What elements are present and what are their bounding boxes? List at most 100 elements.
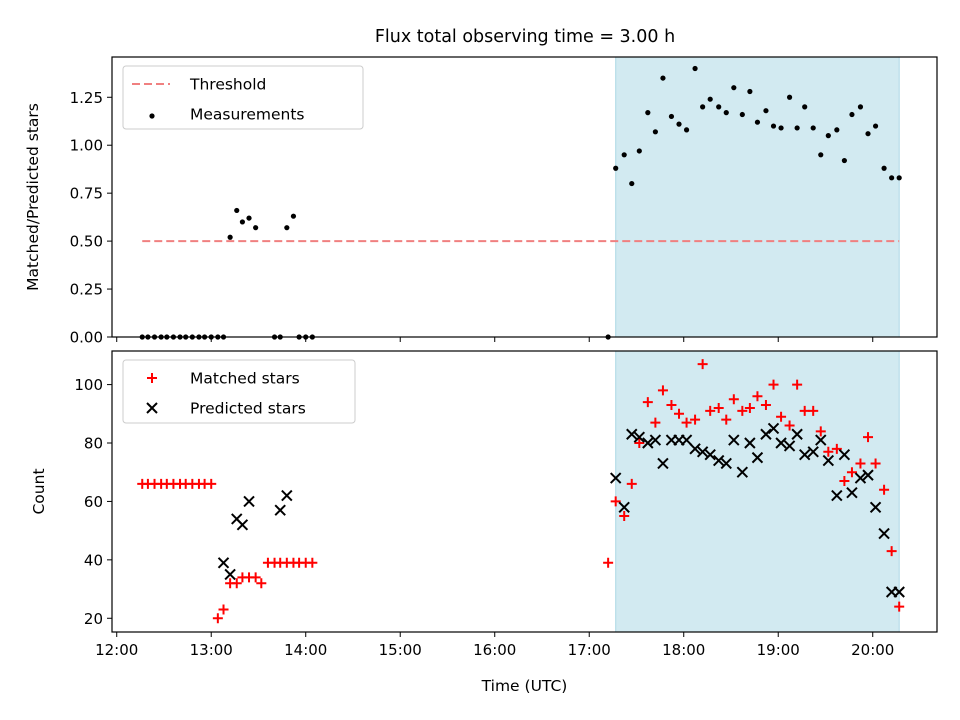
predicted-point: [720, 457, 732, 470]
measurement-point: [700, 104, 706, 110]
y-axis-label: Count: [30, 468, 48, 514]
matched-point: [886, 546, 897, 557]
measurement-point: [818, 152, 824, 158]
measurement-point: [825, 133, 831, 139]
x-tick-label: 13:00: [190, 641, 233, 659]
measurement-point: [234, 207, 240, 214]
predicted-point: [854, 472, 867, 484]
y-tick-label: 100: [74, 376, 103, 394]
predicted-point: [862, 469, 874, 481]
predicted-point: [838, 448, 851, 461]
measurement-point: [246, 215, 252, 221]
x-tick-label: 17:00: [568, 641, 611, 659]
legend-box: [122, 359, 356, 424]
measurement-point: [841, 157, 847, 164]
measurement-point: [802, 104, 808, 110]
measurement-point: [778, 125, 784, 131]
measurement-point: [683, 127, 690, 133]
measurement-point: [747, 88, 753, 95]
matched-point: [603, 557, 614, 568]
measurement-point: [739, 111, 745, 118]
measurement-point: [794, 125, 800, 131]
predicted-point: [224, 568, 236, 581]
predicted-point: [807, 446, 819, 458]
predicted-point: [846, 486, 858, 499]
measurement-point: [707, 96, 713, 102]
legend-label: Predicted stars: [190, 400, 306, 418]
legend-label: Measurements: [190, 106, 305, 124]
matched-point: [218, 604, 229, 615]
measurement-point: [613, 165, 619, 171]
matched-point: [831, 443, 842, 454]
measurement-point: [629, 180, 635, 187]
y-tick-label: 1.25: [70, 89, 103, 107]
predicted-point: [744, 437, 756, 449]
predicted-point: [751, 451, 764, 464]
matched-point: [307, 557, 318, 568]
x-tick-label: 19:00: [757, 641, 800, 659]
x-tick-label: 20:00: [851, 641, 894, 659]
shaded-span: [615, 56, 900, 338]
predicted-point: [869, 501, 882, 513]
x-tick-label: 15:00: [379, 641, 422, 659]
predicted-point: [791, 428, 803, 440]
predicted-point: [822, 454, 835, 467]
matched-point: [650, 417, 661, 428]
y-tick-label: 1.00: [70, 137, 103, 155]
measurement-point: [770, 123, 777, 129]
measurement-point: [872, 123, 879, 129]
predicted-point: [767, 422, 780, 435]
legend-matched-swatch: [147, 373, 157, 383]
matched-point: [610, 496, 621, 507]
matched-point: [231, 578, 242, 589]
matched-point: [863, 432, 874, 443]
legend: Threshold Measurements: [122, 65, 364, 130]
matched-point: [626, 478, 637, 489]
predicted-point: [236, 519, 249, 531]
legend-box: [122, 65, 364, 130]
matched-point: [808, 405, 819, 416]
measurement-point: [865, 131, 871, 137]
predicted-point: [728, 434, 740, 446]
matched-point: [674, 408, 685, 419]
matched-point: [206, 478, 217, 489]
measurement-point: [810, 125, 816, 131]
y-axis-label: Matched/Predicted stars: [24, 103, 42, 291]
y-tick-label: 0.50: [70, 233, 103, 251]
matched-point: [619, 511, 630, 522]
axes-frame: [111, 56, 938, 338]
matched-point: [894, 601, 905, 612]
y-tick-label: 0.25: [70, 281, 103, 299]
matched-stars-series: [137, 359, 905, 624]
measurement-point: [290, 213, 297, 219]
x-axis-label: Time (UTC): [481, 677, 568, 695]
matched-point: [728, 394, 739, 405]
matched-point: [681, 417, 692, 428]
measurement-point: [849, 111, 855, 118]
y-tick-label: 80: [84, 435, 103, 453]
matched-point: [642, 397, 653, 408]
matched-point: [799, 405, 810, 416]
matched-point: [855, 458, 866, 469]
measurement-point: [716, 104, 722, 110]
measurement-point: [834, 127, 840, 133]
matched-point: [657, 385, 668, 396]
matched-point: [823, 446, 834, 457]
predicted-point: [696, 446, 709, 458]
chart-title: Flux total observing time = 3.00 h: [375, 27, 675, 47]
measurement-point: [754, 119, 761, 125]
measurement-point: [692, 65, 698, 72]
legend-predicted-swatch: [146, 402, 158, 414]
y-tick-label: 60: [84, 493, 103, 511]
legend-measurement-swatch: [149, 113, 155, 119]
x-tick-label: 14:00: [284, 641, 327, 659]
y-tick-label: 20: [84, 610, 103, 628]
matched-point: [879, 484, 890, 495]
predicted-point: [642, 437, 654, 449]
matched-point: [697, 359, 708, 370]
predicted-point: [798, 448, 811, 461]
predicted-point: [831, 489, 843, 502]
legend: Matched stars Predicted stars: [122, 359, 356, 424]
legend-label: Matched stars: [190, 370, 300, 388]
predicted-point: [704, 448, 716, 461]
